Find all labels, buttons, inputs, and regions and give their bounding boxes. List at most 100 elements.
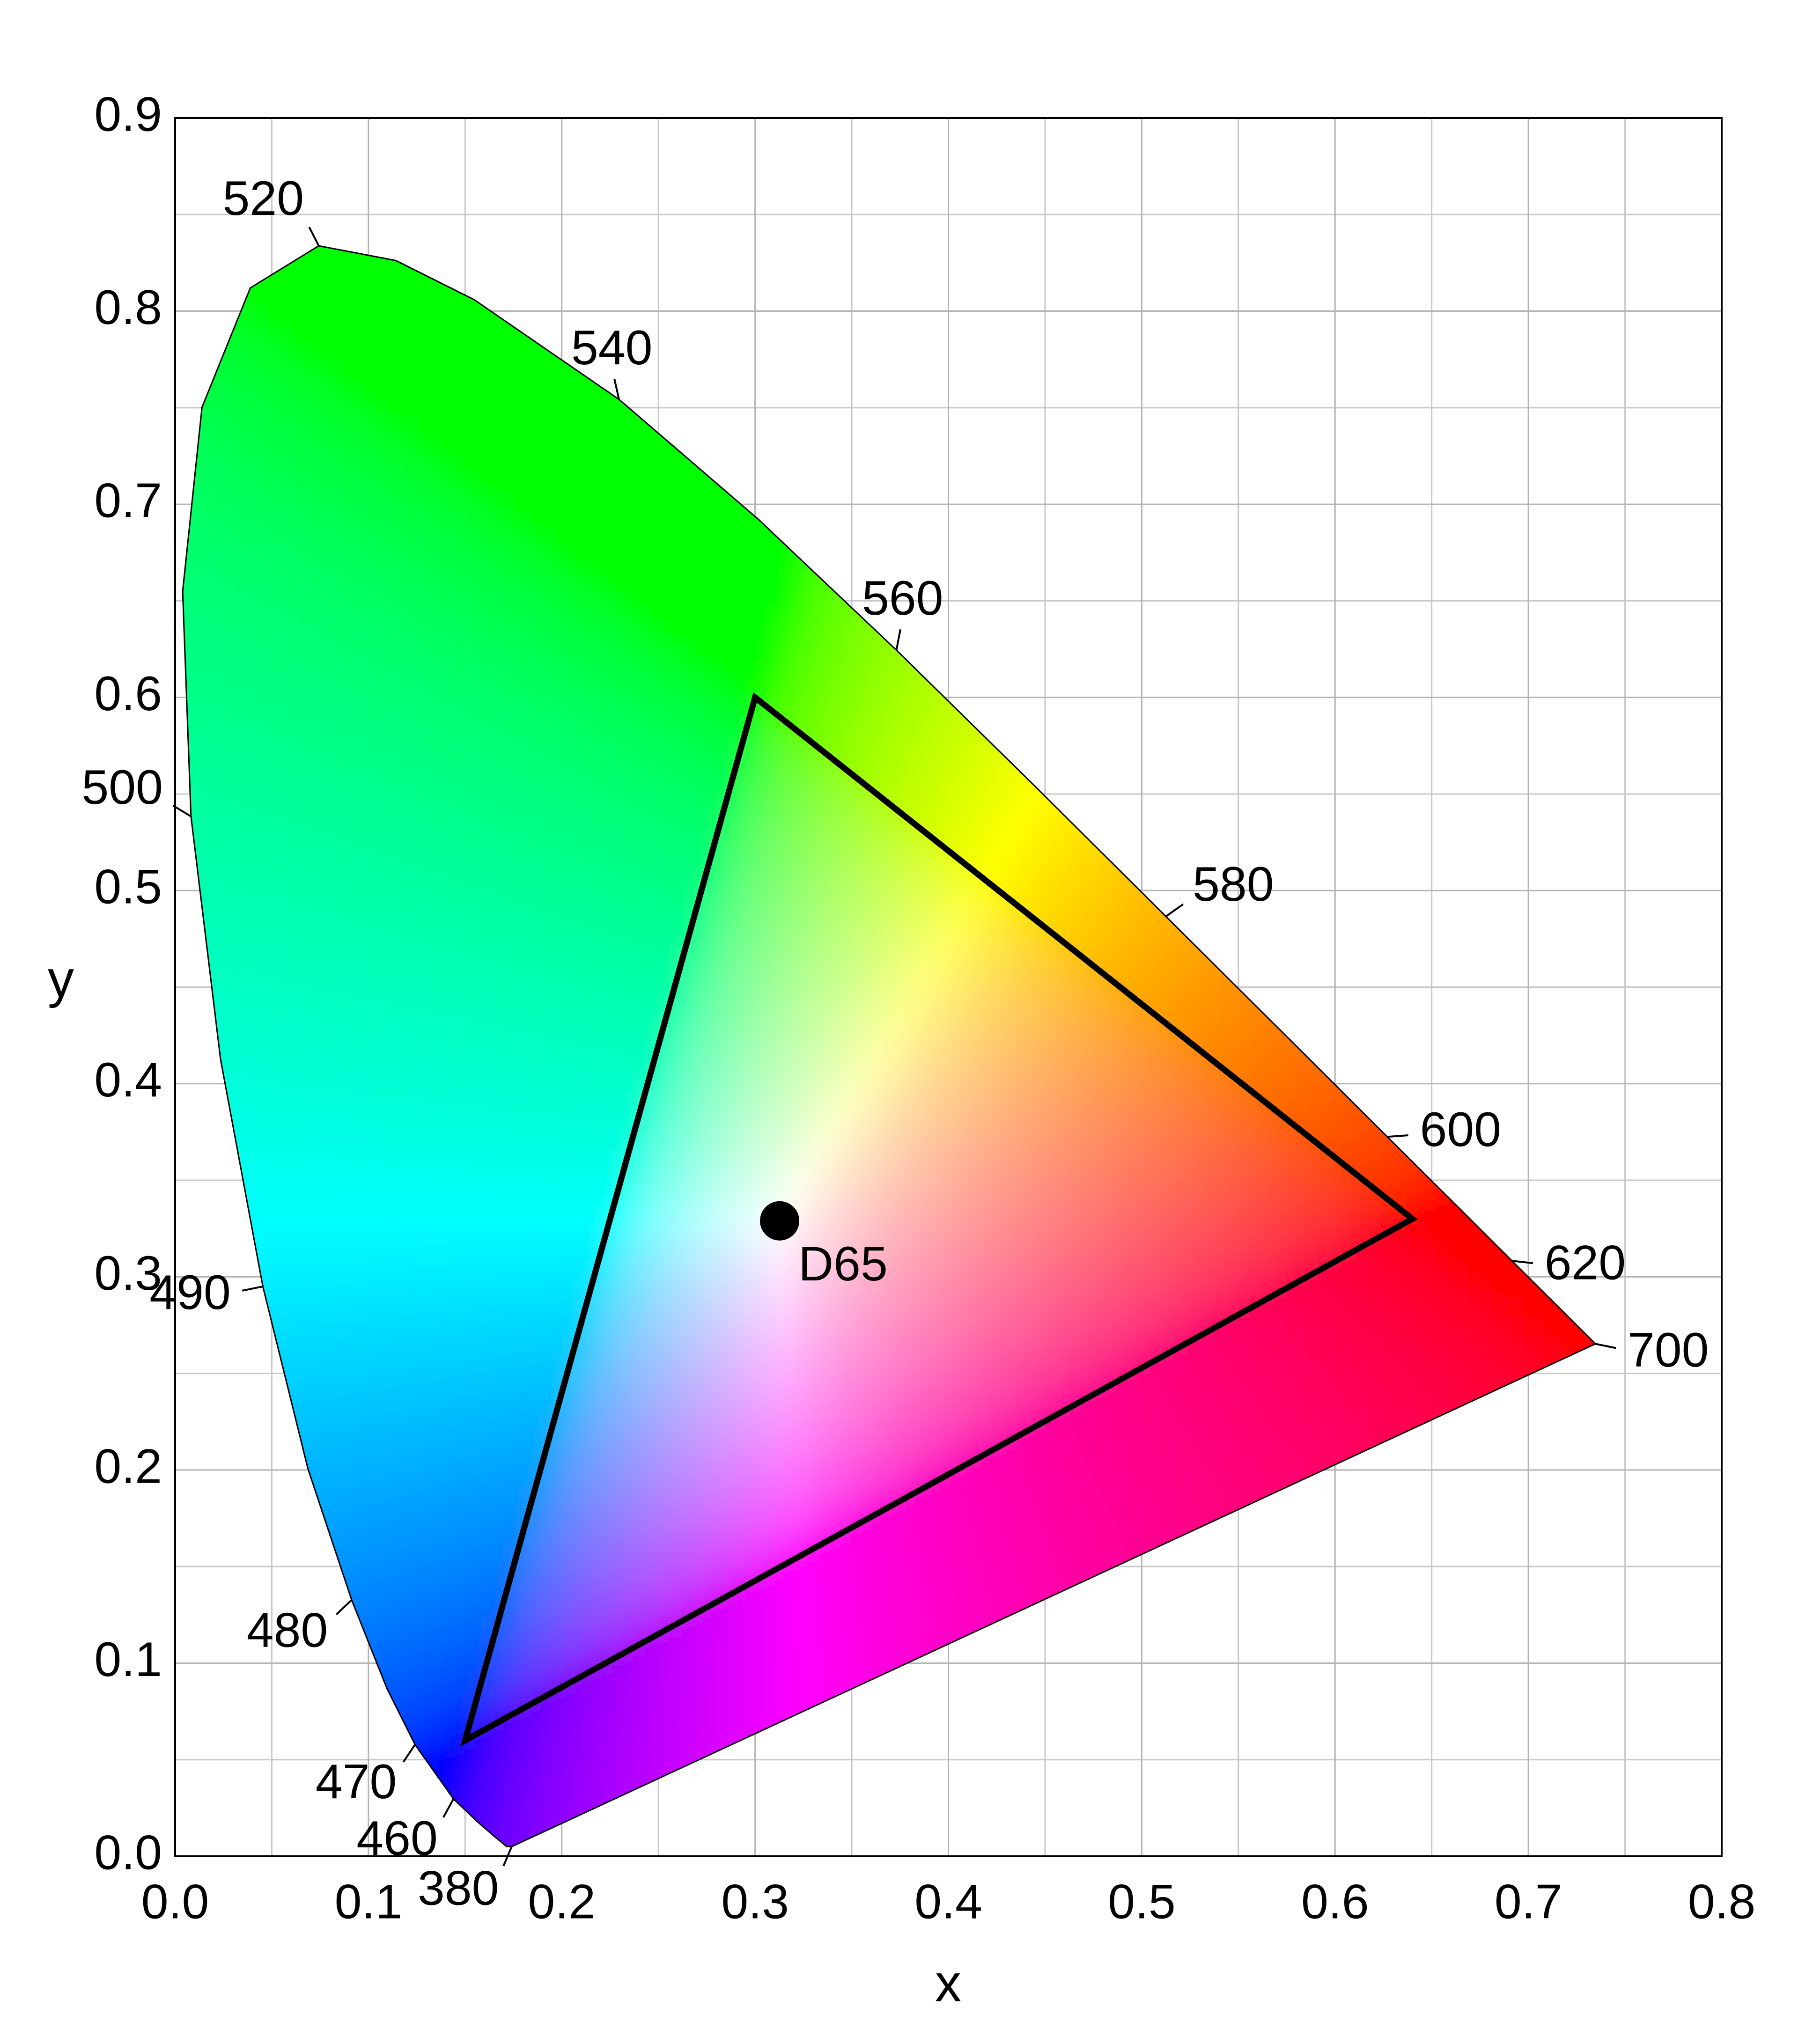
color-cell <box>362 848 382 868</box>
color-cell <box>774 493 794 512</box>
color-cell <box>183 1391 194 1411</box>
color-cell <box>456 1597 475 1617</box>
color-cell <box>531 1747 550 1766</box>
color-cell <box>381 567 400 587</box>
color-cell <box>419 511 438 530</box>
color-cell <box>475 1541 494 1560</box>
color-cell <box>550 773 569 793</box>
color-cell <box>999 1054 1018 1073</box>
color-cell <box>625 155 644 175</box>
color-cell <box>231 418 251 437</box>
color-cell <box>400 1373 419 1392</box>
color-cell <box>1112 586 1131 605</box>
color-cell <box>306 1185 325 1205</box>
color-cell <box>681 1167 700 1186</box>
color-cell <box>231 698 251 718</box>
color-cell <box>1112 1747 1131 1766</box>
color-cell <box>494 1354 513 1373</box>
color-cell <box>643 1728 663 1748</box>
color-cell <box>400 1654 419 1673</box>
color-cell <box>868 736 887 755</box>
color-cell <box>774 1391 794 1411</box>
color-cell <box>737 436 756 456</box>
color-cell <box>1074 830 1093 849</box>
color-cell <box>1112 1504 1131 1523</box>
color-cell <box>1037 605 1056 624</box>
color-cell <box>681 1279 700 1298</box>
color-cell <box>793 1073 812 1092</box>
color-cell <box>1074 1710 1093 1729</box>
color-cell <box>943 137 962 156</box>
color-cell <box>325 380 344 399</box>
color-cell <box>1055 1316 1075 1336</box>
color-cell <box>625 246 644 250</box>
color-cell <box>183 1522 194 1542</box>
color-cell <box>1093 567 1112 587</box>
color-cell <box>1018 1316 1037 1336</box>
color-cell <box>980 1373 1000 1392</box>
color-cell <box>381 867 400 886</box>
color-cell <box>287 867 307 886</box>
color-cell <box>700 137 719 156</box>
color-cell <box>625 174 644 193</box>
color-cell <box>437 1691 457 1710</box>
color-cell <box>700 717 719 736</box>
color-cell <box>868 1466 887 1485</box>
color-cell <box>700 99 719 118</box>
color-cell <box>512 1110 531 1130</box>
color-cell <box>643 736 663 755</box>
color-cell <box>250 979 269 999</box>
color-cell <box>419 923 438 942</box>
color-cell <box>737 268 756 287</box>
color-cell <box>183 1373 194 1392</box>
color-cell <box>737 155 756 175</box>
color-cell <box>269 942 288 961</box>
color-cell <box>381 1073 400 1092</box>
color-cell <box>681 736 700 755</box>
color-cell <box>362 661 382 680</box>
color-cell <box>381 1654 400 1673</box>
color-cell <box>1018 137 1037 156</box>
color-cell <box>793 1597 812 1617</box>
color-cell <box>381 193 400 212</box>
color-cell <box>849 1354 869 1373</box>
color-cell <box>1112 1410 1131 1429</box>
color-cell <box>924 1316 943 1336</box>
color-cell <box>887 1448 906 1467</box>
color-cell <box>344 698 363 718</box>
color-cell <box>287 1747 307 1766</box>
color-cell <box>718 137 737 156</box>
color-cell <box>437 642 457 662</box>
color-cell <box>868 1148 887 1167</box>
color-cell <box>774 118 794 137</box>
color-cell <box>812 1466 831 1485</box>
color-cell <box>1055 811 1075 830</box>
color-cell <box>774 1616 794 1635</box>
color-cell <box>550 1485 569 1504</box>
color-cell <box>325 1185 344 1205</box>
color-cell <box>419 436 438 456</box>
color-cell <box>662 361 681 381</box>
color-cell <box>737 530 756 549</box>
color-cell <box>962 1036 981 1055</box>
color-cell <box>1112 792 1131 811</box>
color-cell <box>812 680 831 699</box>
color-cell <box>287 979 307 999</box>
color-cell <box>475 961 494 980</box>
color-cell <box>1018 1822 1037 1841</box>
color-cell <box>774 1785 794 1804</box>
color-cell <box>793 246 812 250</box>
color-cell <box>924 399 943 418</box>
color-cell <box>700 1092 719 1111</box>
color-cell <box>456 698 475 718</box>
color-cell <box>250 1579 269 1598</box>
color-cell <box>980 1073 1000 1092</box>
color-cell <box>362 1204 382 1223</box>
color-cell <box>250 961 269 980</box>
color-cell <box>1037 1260 1056 1279</box>
color-cell <box>962 1485 981 1504</box>
color-cell <box>906 923 925 942</box>
color-cell <box>325 455 344 474</box>
color-cell <box>419 474 438 493</box>
color-cell <box>419 773 438 793</box>
